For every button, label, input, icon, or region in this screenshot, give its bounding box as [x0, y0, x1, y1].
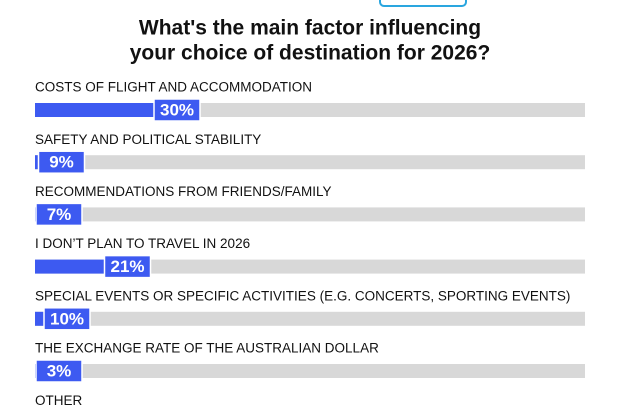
value-label: 7%	[47, 205, 72, 224]
chart-title: What's the main factor influencing	[139, 17, 481, 40]
value-label-box	[35, 202, 83, 227]
value-label: 30%	[160, 100, 194, 119]
value-label: 3%	[47, 361, 72, 380]
value-label-box	[153, 98, 201, 122]
value-label-box	[35, 359, 83, 383]
category-label: RECOMMENDATIONS FROM FRIENDS/FAMILY	[35, 184, 332, 199]
category-label: THE EXCHANGE RATE OF THE AUSTRALIAN DOLL…	[35, 341, 379, 356]
category-label: SAFETY AND POLITICAL STABILITY	[35, 132, 261, 147]
chart-title: your choice of destination for 2026?	[130, 42, 491, 65]
bar-track	[35, 155, 585, 170]
category-label: SPECIAL EVENTS OR SPECIFIC ACTIVITIES (E…	[35, 288, 570, 303]
bar-track	[35, 207, 585, 222]
category-label: I DON’T PLAN TO TRAVEL IN 2026	[35, 236, 250, 251]
bar-track	[35, 311, 585, 326]
value-label-box	[43, 307, 91, 331]
decoration	[379, 0, 467, 7]
value-label: 21%	[110, 257, 144, 276]
value-label-box	[37, 150, 86, 174]
bar-track	[35, 364, 585, 378]
bar-track	[35, 259, 585, 274]
category-label: COSTS OF FLIGHT AND ACCOMMODATION	[35, 80, 312, 95]
value-label-box	[103, 254, 152, 279]
value-label: 10%	[50, 309, 84, 328]
value-label: 9%	[49, 153, 74, 172]
category-label: OTHER	[35, 393, 83, 408]
